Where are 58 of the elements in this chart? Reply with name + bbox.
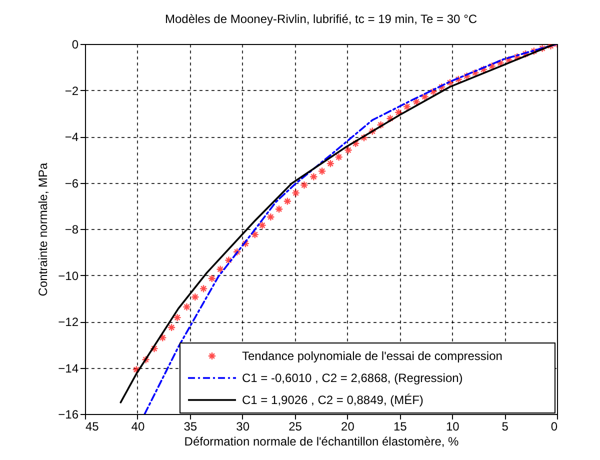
point [190, 292, 200, 302]
point [173, 313, 182, 322]
y-tick-label: −6 [64, 176, 79, 190]
point [326, 159, 335, 168]
y-tick-label: 0 [72, 38, 79, 52]
point [300, 180, 308, 190]
x-axis-title: Déformation normale de l'échantillon élastomère, % [184, 434, 460, 448]
point [208, 274, 216, 283]
point [167, 323, 176, 332]
x-tick-label: 25 [288, 420, 302, 434]
point [402, 102, 412, 111]
y-tick-label: −14 [58, 361, 79, 376]
point [334, 152, 343, 162]
x-tick-label: 40 [131, 420, 145, 434]
point [182, 302, 191, 312]
y-axis-title: Contrainte normale, MPa [36, 162, 50, 296]
point [258, 221, 266, 230]
y-tick-label: −2 [64, 84, 79, 98]
x-tick-label: 10 [446, 420, 460, 434]
point [283, 197, 292, 206]
x-tick-label: 20 [341, 420, 355, 434]
point [429, 88, 438, 96]
point [360, 134, 368, 142]
point [344, 146, 352, 154]
point [232, 248, 242, 256]
point [412, 98, 421, 106]
point [318, 167, 326, 176]
point [250, 230, 260, 239]
point [142, 356, 150, 364]
x-tick-label: 45 [86, 420, 100, 434]
point [386, 114, 394, 123]
point [376, 120, 385, 130]
point [266, 212, 275, 222]
point [420, 92, 429, 101]
y-tick-label: −16 [58, 408, 79, 422]
point [224, 256, 233, 264]
point [241, 239, 250, 248]
x-tick-label: 35 [184, 420, 198, 434]
point [292, 188, 300, 198]
y-tick-label: −12 [58, 315, 79, 329]
point [199, 284, 208, 293]
x-tick-label: 5 [502, 420, 509, 434]
legend-label: C1 = 1,9026 , C2 = 0,8849, (MÉF) [242, 393, 424, 407]
point [132, 365, 141, 374]
point [150, 344, 158, 353]
point [274, 204, 284, 214]
x-tick-label: 30 [236, 420, 250, 434]
point [310, 172, 318, 181]
point [216, 265, 224, 274]
y-tick-label: −4 [64, 130, 79, 144]
legend-label: Tendance polynomiale de l'essai de compression [242, 349, 502, 363]
point [368, 127, 377, 136]
chart-title: Modèles de Mooney-Rivlin, lubrifié, tc = 19 min, Te = 30 °C [164, 12, 478, 26]
x-tick-label: 15 [393, 420, 408, 434]
legend-label: C1 = -0,6010 , C2 = 2,6868, (Regression) [242, 371, 463, 385]
y-tick-label: −8 [64, 222, 79, 236]
x-tick-label: 0 [550, 420, 558, 434]
y-tick-label: −10 [58, 268, 79, 283]
